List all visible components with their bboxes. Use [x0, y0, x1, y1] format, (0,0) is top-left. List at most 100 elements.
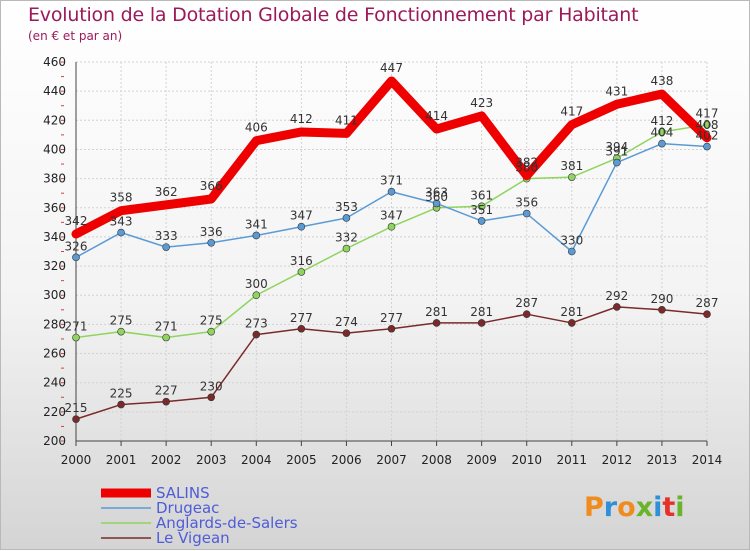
x-tick-label-2014: 2014	[692, 453, 723, 467]
data-point-anglards-de-salers	[207, 327, 216, 336]
data-point-salins	[72, 230, 80, 238]
logo-letter: t	[662, 492, 675, 523]
y-tick-label-320: 320	[43, 259, 66, 273]
data-point-anglards-de-salers	[387, 222, 396, 231]
data-point-anglards-de-salers	[703, 120, 711, 129]
logo-letter: i	[653, 492, 662, 523]
data-label-drugeac: 391	[605, 145, 628, 159]
x-tick-label-2003: 2003	[196, 453, 227, 467]
data-point-salins	[252, 137, 260, 145]
logo-text: Proxiti	[584, 492, 685, 523]
data-label-drugeac: 371	[380, 174, 403, 188]
x-tick-label-2006: 2006	[331, 453, 362, 467]
data-point-le-vigean	[72, 415, 80, 423]
data-label-le-vigean: 277	[380, 311, 403, 325]
data-label-salins: 382	[515, 156, 538, 170]
data-point-le-vigean	[252, 330, 261, 339]
y-tick-label-200: 200	[43, 434, 66, 448]
data-label-drugeac: 343	[110, 215, 133, 229]
data-point-anglards-de-salers	[477, 202, 486, 211]
data-label-le-vigean: 287	[696, 296, 719, 310]
data-point-drugeac	[342, 214, 351, 222]
x-tick-label-2012: 2012	[602, 453, 633, 467]
data-label-salins: 366	[200, 179, 223, 193]
data-label-salins: 342	[65, 214, 88, 228]
data-label-drugeac: 402	[696, 129, 719, 143]
legend-label-salins: SALINS	[156, 484, 210, 502]
x-tick-label-2007: 2007	[376, 453, 407, 467]
x-tick-label-2010: 2010	[511, 453, 542, 467]
data-label-anglards-de-salers: 381	[560, 159, 583, 173]
y-tick-label-420: 420	[43, 113, 66, 127]
data-point-salins	[703, 134, 711, 142]
chart-title: Evolution de la Dotation Globale de Fonc…	[28, 4, 639, 26]
y-tick-label-220: 220	[43, 405, 66, 419]
data-label-drugeac: 336	[200, 225, 223, 239]
data-label-drugeac: 347	[290, 209, 313, 223]
data-label-le-vigean: 287	[515, 296, 538, 310]
data-point-salins	[388, 77, 395, 85]
data-label-le-vigean: 274	[335, 315, 358, 329]
data-point-le-vigean	[387, 324, 396, 333]
data-point-salins	[162, 201, 170, 209]
data-label-salins: 431	[605, 84, 628, 98]
data-point-le-vigean	[117, 400, 125, 409]
x-tick-label-2004: 2004	[241, 453, 272, 467]
data-label-salins: 411	[335, 113, 358, 127]
data-point-le-vigean	[162, 397, 170, 406]
data-point-drugeac	[297, 222, 306, 231]
data-point-le-vigean	[342, 329, 351, 337]
logo-letter: r	[604, 492, 618, 523]
data-label-anglards-de-salers: 360	[425, 190, 448, 204]
data-point-drugeac	[72, 253, 80, 262]
data-label-le-vigean: 281	[560, 305, 583, 319]
x-tick-label-2008: 2008	[421, 453, 452, 467]
data-point-salins	[297, 128, 305, 136]
y-tick-label-280: 280	[43, 317, 66, 331]
data-point-drugeac	[432, 199, 441, 208]
data-point-anglards-de-salers	[252, 291, 261, 300]
data-label-le-vigean: 273	[245, 317, 268, 331]
data-label-le-vigean: 290	[650, 292, 673, 306]
data-point-salins	[523, 172, 531, 180]
x-tick-label-2013: 2013	[647, 453, 678, 467]
data-label-salins: 406	[245, 121, 268, 135]
data-label-le-vigean: 281	[470, 305, 493, 319]
data-point-drugeac	[567, 247, 576, 256]
y-tick-label-260: 260	[43, 347, 66, 361]
data-label-anglards-de-salers: 380	[515, 161, 538, 175]
data-label-le-vigean: 277	[290, 311, 313, 325]
data-label-anglards-de-salers: 275	[110, 314, 133, 328]
data-point-salins	[342, 129, 350, 137]
data-point-salins	[207, 195, 215, 203]
x-tick-label-2000: 2000	[61, 453, 92, 467]
data-point-anglards-de-salers	[162, 333, 170, 342]
data-label-anglards-de-salers: 275	[200, 314, 223, 328]
data-point-anglards-de-salers	[72, 333, 80, 342]
data-point-le-vigean	[567, 319, 576, 327]
data-label-drugeac: 333	[155, 229, 178, 243]
data-point-drugeac	[658, 139, 666, 148]
logo-letter: P	[584, 492, 604, 523]
data-point-drugeac	[477, 217, 486, 225]
data-point-le-vigean	[477, 319, 486, 327]
brand-logo: Proxiti	[584, 492, 685, 523]
data-point-le-vigean	[613, 303, 621, 311]
data-point-le-vigean	[703, 310, 711, 318]
data-label-anglards-de-salers: 271	[65, 320, 88, 334]
data-label-salins: 423	[470, 96, 493, 110]
data-point-le-vigean	[297, 324, 306, 333]
data-point-anglards-de-salers	[297, 268, 306, 276]
y-tick-label-380: 380	[43, 172, 66, 186]
data-label-salins: 358	[110, 191, 133, 205]
data-label-drugeac: 341	[245, 217, 268, 231]
data-point-anglards-de-salers	[658, 128, 666, 136]
data-label-anglards-de-salers: 412	[650, 114, 673, 128]
data-point-drugeac	[252, 231, 261, 240]
data-label-drugeac: 356	[515, 196, 538, 210]
x-tick-label-2011: 2011	[557, 453, 588, 467]
data-label-drugeac: 404	[650, 126, 673, 140]
